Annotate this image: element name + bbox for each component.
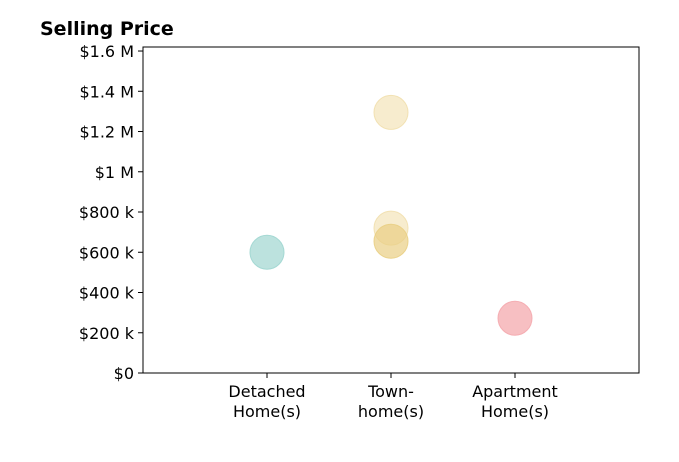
- x-axis: DetachedHome(s)Town-home(s)ApartmentHome…: [228, 373, 558, 421]
- y-tick-label: $1.2 M: [79, 123, 134, 142]
- x-tick-label: Apartment: [472, 382, 558, 401]
- y-tick-label: $1.4 M: [79, 82, 134, 101]
- x-tick-label: Detached: [228, 382, 305, 401]
- x-tick-label: Home(s): [481, 402, 549, 421]
- y-tick-label: $0: [114, 364, 134, 383]
- y-tick-label: $400 k: [79, 284, 135, 303]
- x-tick-label: home(s): [358, 402, 424, 421]
- x-tick-label: Home(s): [233, 402, 301, 421]
- y-tick-label: $200 k: [79, 324, 135, 343]
- y-axis: $0 $200 k $400 k $600 k $800 k $1 M $1.2 M $1.4…: [79, 42, 143, 383]
- data-point: [373, 94, 409, 130]
- points-layer: [249, 94, 533, 336]
- y-tick-label: $1 M: [95, 163, 134, 182]
- y-tick-label: $800 k: [79, 203, 135, 222]
- data-point: [497, 300, 533, 336]
- y-tick-label: $1.6 M: [79, 42, 134, 61]
- data-point: [373, 223, 409, 259]
- chart-title: Selling Price: [40, 18, 174, 40]
- y-tick-label: $600 k: [79, 243, 135, 262]
- data-point: [249, 234, 285, 270]
- x-tick-label: Town-: [367, 382, 414, 401]
